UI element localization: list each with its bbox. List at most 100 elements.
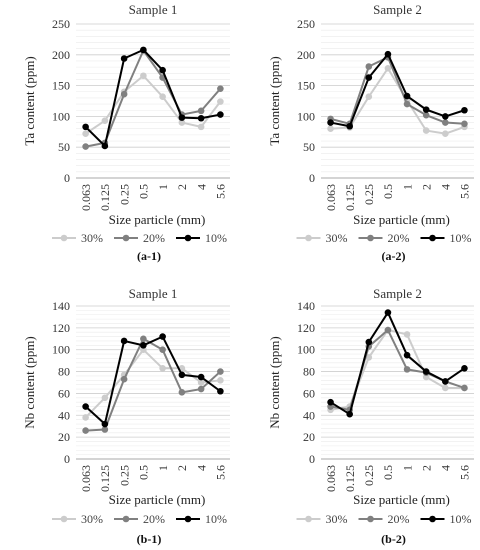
- x-tick-label: 1: [400, 465, 414, 471]
- y-tick-label: 140: [297, 299, 315, 313]
- legend-label: 20%: [388, 231, 410, 245]
- chart-title: Sample 1: [129, 2, 178, 17]
- legend-swatch-marker: [429, 515, 436, 523]
- legend-label: 30%: [326, 231, 348, 245]
- chart-panel-1: 0 50 100 150 200 250 0.063 0.125 0.25 0.5 1 2 4 5.6 Sa…: [22, 2, 230, 263]
- legend: 30% 20% 10%: [52, 512, 227, 526]
- y-tick-label: 100: [52, 343, 70, 357]
- y-tick-label: 0: [309, 452, 315, 466]
- data-point: [365, 63, 373, 70]
- series-30%: [82, 72, 224, 137]
- data-point: [159, 66, 166, 74]
- data-point: [120, 375, 128, 383]
- y-axis-label: Ta content (ppm): [22, 56, 37, 145]
- data-point: [403, 351, 411, 359]
- data-point: [197, 373, 205, 381]
- x-tick-label: 1: [400, 184, 414, 190]
- x-tick-label: 0.25: [362, 465, 376, 486]
- series-10%: [327, 309, 468, 418]
- data-point: [159, 346, 166, 354]
- x-tick-label: 4: [194, 184, 208, 190]
- series-20%: [82, 47, 224, 150]
- legend-swatch-marker: [429, 234, 436, 242]
- legend-label: 30%: [81, 512, 103, 526]
- x-tick-label: 5.6: [458, 465, 472, 480]
- legend-swatch-marker: [305, 515, 312, 523]
- data-point: [461, 364, 468, 372]
- x-tick-label: 4: [439, 184, 453, 190]
- y-tick-label: 0: [64, 171, 70, 185]
- y-tick-label: 140: [52, 299, 70, 313]
- data-point: [461, 106, 468, 114]
- data-point: [178, 389, 186, 396]
- data-point: [197, 379, 205, 386]
- x-tick-label: 2: [419, 465, 433, 471]
- legend-swatch-marker: [367, 515, 374, 523]
- data-point: [178, 114, 186, 121]
- y-tick-label: 50: [303, 140, 315, 154]
- legend: 30% 20% 10%: [296, 231, 472, 245]
- x-tick-label: 5.6: [214, 184, 228, 199]
- data-point: [82, 130, 89, 137]
- data-point: [327, 398, 334, 406]
- data-point: [120, 90, 128, 98]
- x-tick-label: 5.6: [458, 184, 472, 199]
- x-tick-label: 0.5: [381, 465, 395, 480]
- data-point: [384, 50, 392, 58]
- x-tick-label: 0.5: [137, 184, 151, 199]
- y-tick-label: 250: [297, 17, 315, 31]
- series-20%: [327, 326, 468, 414]
- legend-swatch-marker: [305, 234, 312, 242]
- legend-label: 10%: [450, 231, 472, 245]
- data-point: [384, 309, 392, 316]
- panel-label: (a-1): [137, 249, 161, 263]
- data-point: [422, 127, 430, 134]
- x-tick-label: 1: [156, 465, 170, 471]
- data-point: [101, 420, 109, 428]
- data-point: [461, 384, 468, 392]
- data-point: [101, 394, 109, 402]
- x-tick-label: 2: [175, 184, 189, 190]
- data-point: [217, 377, 224, 384]
- data-point: [82, 403, 89, 410]
- y-tick-label: 0: [64, 452, 70, 466]
- legend-swatch-marker: [60, 234, 68, 242]
- data-point: [461, 120, 468, 128]
- panel-label: (b-1): [137, 532, 162, 546]
- y-tick-label: 100: [297, 109, 315, 123]
- data-point: [197, 123, 205, 131]
- y-tick-label: 120: [297, 321, 315, 335]
- data-point: [403, 366, 411, 373]
- data-point: [422, 111, 430, 119]
- data-point: [101, 426, 109, 433]
- legend-label: 10%: [450, 512, 472, 526]
- x-tick-label: 2: [419, 184, 433, 190]
- y-tick-label: 20: [303, 430, 315, 444]
- data-point: [140, 72, 147, 80]
- data-point: [101, 117, 109, 125]
- y-tick-label: 20: [58, 430, 70, 444]
- data-point: [217, 387, 224, 395]
- x-tick-label: 0.125: [343, 465, 357, 492]
- data-point: [82, 143, 89, 150]
- x-tick-label: 0.5: [381, 184, 395, 199]
- y-tick-label: 200: [297, 48, 315, 62]
- legend-label: 30%: [326, 512, 348, 526]
- data-point: [384, 65, 392, 72]
- data-point: [159, 364, 166, 372]
- y-tick-label: 80: [303, 365, 315, 379]
- data-point: [197, 114, 205, 122]
- data-point: [159, 93, 166, 100]
- series-30%: [82, 346, 224, 421]
- data-point: [140, 46, 147, 54]
- data-point: [442, 378, 449, 385]
- x-tick-label: 5.6: [214, 465, 228, 480]
- data-point: [365, 338, 373, 346]
- data-point: [178, 119, 186, 126]
- x-axis-label: Size particle (mm): [109, 212, 206, 227]
- legend-swatch-marker: [122, 234, 130, 242]
- y-tick-label: 150: [297, 79, 315, 93]
- chart-panel-2: 0 50 100 150 200 250 0.063 0.125 0.25 0.5 1 2 4 5.6 Sa…: [267, 2, 474, 263]
- data-point: [120, 337, 128, 345]
- data-point: [197, 385, 205, 393]
